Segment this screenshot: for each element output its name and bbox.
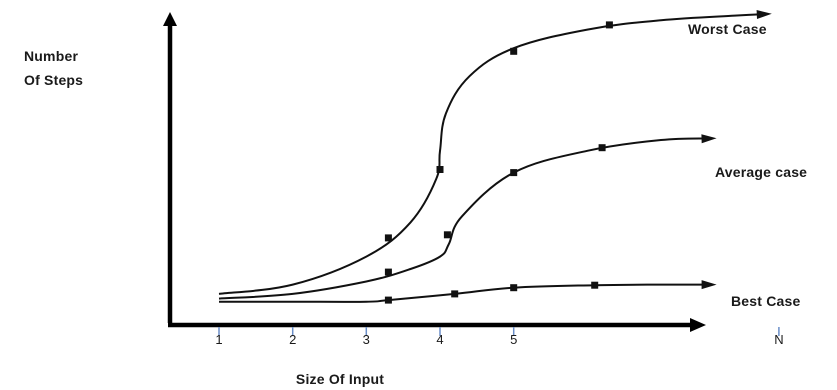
data-point-worst-case-4 — [605, 21, 613, 29]
x-tick-label-4: 4 — [436, 332, 443, 347]
data-point-average-case-4 — [598, 144, 606, 152]
series-arrowhead-best-case — [701, 280, 717, 290]
y-axis-label-line-1: Number — [24, 48, 78, 64]
y-axis-label-line-2: Of Steps — [24, 72, 83, 88]
data-point-worst-case-2 — [436, 166, 444, 173]
data-point-average-case-1 — [384, 268, 392, 276]
series-label-average-case: Average case — [715, 164, 807, 180]
series-label-worst-case: Worst Case — [688, 21, 767, 37]
x-tick-label-n: N — [774, 332, 783, 347]
series-label-best-case: Best Case — [731, 293, 801, 309]
data-point-average-case-3 — [510, 169, 518, 177]
x-tick-label-2: 2 — [289, 332, 296, 347]
x-axis-arrowhead — [690, 318, 706, 332]
x-tick-label-1: 1 — [215, 332, 222, 347]
data-point-best-case-2 — [451, 290, 459, 298]
data-point-average-case-2 — [443, 231, 451, 239]
data-point-best-case-1 — [384, 296, 392, 304]
x-ticks: 1 2 3 4 5 N — [215, 327, 784, 347]
axes — [163, 12, 706, 332]
series-line-worst-case — [218, 13, 768, 295]
series-markers — [384, 21, 613, 304]
series-arrowhead-average-case — [701, 134, 717, 144]
x-tick-label-3: 3 — [363, 332, 370, 347]
data-point-best-case-4 — [591, 281, 599, 289]
y-axis-arrowhead — [163, 12, 177, 26]
series-arrowhead-worst-case — [756, 10, 772, 19]
data-point-worst-case-1 — [384, 234, 392, 242]
x-tick-label-5: 5 — [510, 332, 517, 347]
series-curves — [218, 10, 772, 303]
series-line-average-case — [218, 137, 713, 300]
data-point-best-case-3 — [510, 284, 518, 292]
x-axis-label: Size Of Input — [296, 371, 384, 387]
data-point-worst-case-3 — [510, 47, 518, 55]
